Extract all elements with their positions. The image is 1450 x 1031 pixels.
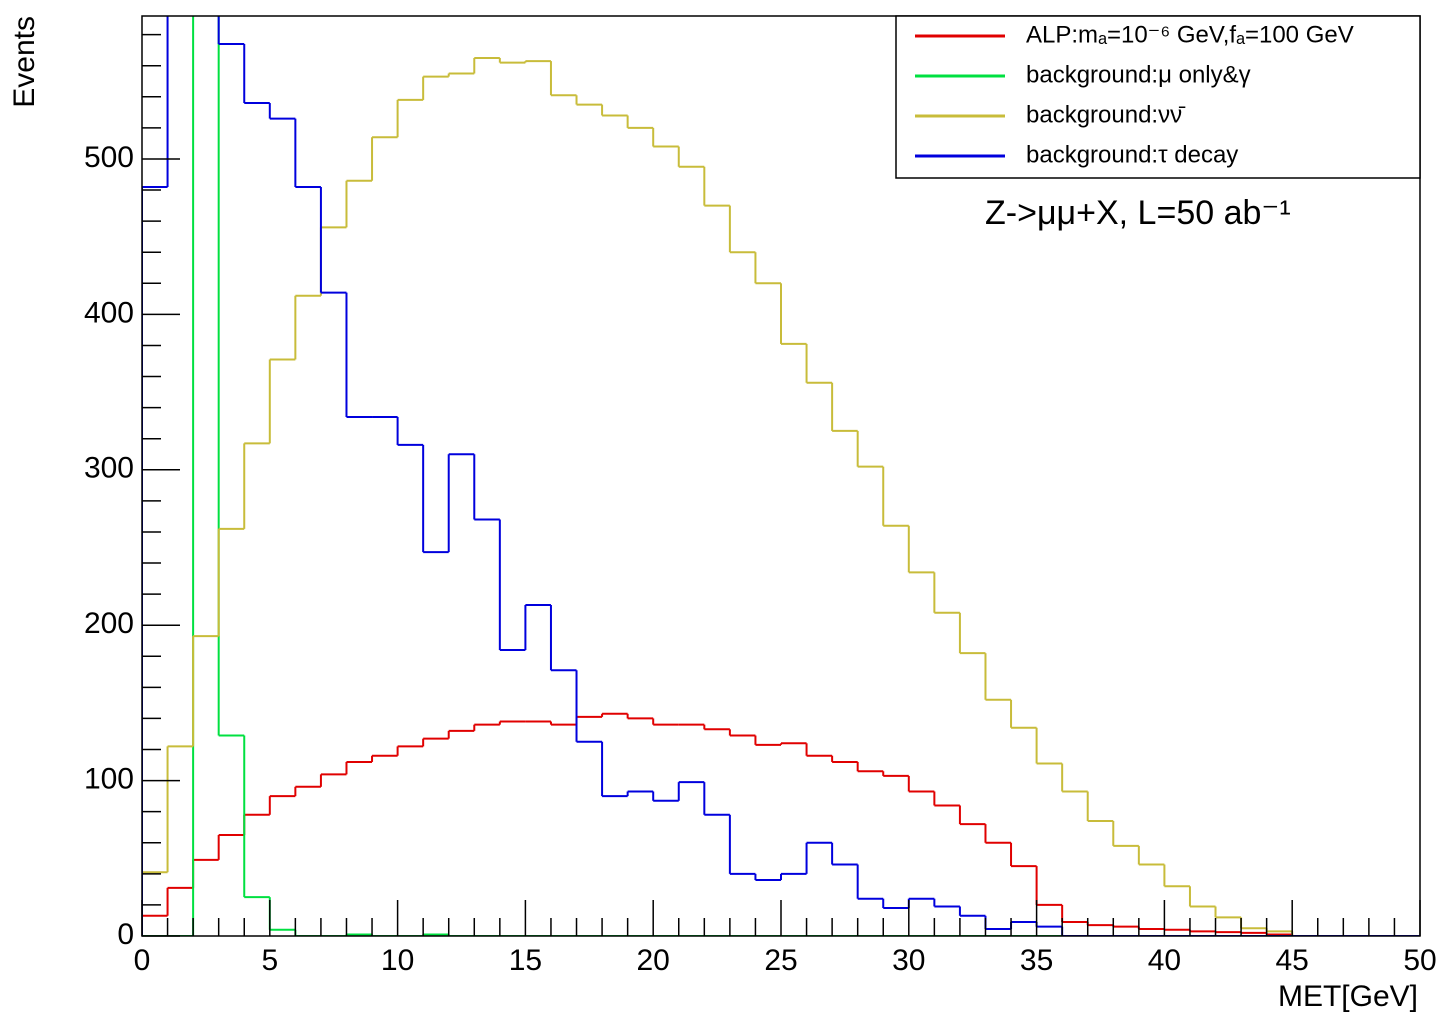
- x-tick-label: 10: [381, 944, 414, 977]
- x-tick-label: 45: [1276, 944, 1309, 977]
- legend-label: background:νν̄: [1026, 101, 1186, 128]
- y-tick-label: 500: [84, 141, 134, 174]
- legend-label: ALP:mₐ=10⁻⁶ GeV,fₐ=100 GeV: [1026, 21, 1354, 48]
- annotation: Z->μμ+X, L=50 ab⁻¹: [985, 194, 1291, 232]
- x-tick-label: 5: [261, 944, 278, 977]
- x-tick-label: 0: [134, 944, 151, 977]
- x-tick-label: 20: [637, 944, 670, 977]
- x-tick-label: 30: [892, 944, 925, 977]
- x-tick-label: 35: [1020, 944, 1053, 977]
- y-axis-title: Events: [8, 16, 41, 108]
- y-tick-label: 100: [84, 763, 134, 796]
- x-tick-label: 50: [1403, 944, 1436, 977]
- y-tick-label: 300: [84, 452, 134, 485]
- legend-label: background:τ decay: [1026, 141, 1238, 168]
- y-tick-label: 0: [117, 918, 134, 951]
- x-tick-label: 40: [1148, 944, 1181, 977]
- plot-area: [142, 16, 1420, 936]
- legend-box: [895, 15, 1421, 179]
- legend-label: background:μ only&γ: [1026, 61, 1251, 88]
- x-axis-title: MET[GeV]: [1278, 980, 1418, 1013]
- x-tick-label: 15: [509, 944, 542, 977]
- y-tick-label: 200: [84, 607, 134, 640]
- x-tick-label: 25: [764, 944, 797, 977]
- y-tick-label: 400: [84, 296, 134, 329]
